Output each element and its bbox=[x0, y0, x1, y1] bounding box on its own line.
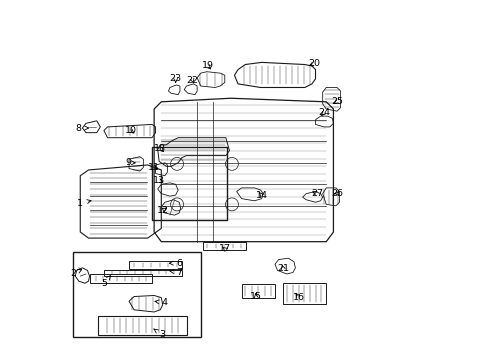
Bar bbox=[203, 242, 245, 250]
Text: 18: 18 bbox=[154, 144, 166, 153]
Text: 2: 2 bbox=[70, 269, 81, 278]
Bar bbox=[241, 284, 274, 298]
Bar bbox=[129, 261, 182, 269]
Text: 11: 11 bbox=[148, 163, 160, 172]
Text: 23: 23 bbox=[169, 75, 182, 84]
Text: 7: 7 bbox=[170, 268, 182, 277]
Text: 5: 5 bbox=[101, 276, 110, 288]
Text: 13: 13 bbox=[153, 176, 165, 185]
Text: 12: 12 bbox=[157, 206, 168, 215]
Text: 14: 14 bbox=[255, 190, 267, 199]
Text: 27: 27 bbox=[310, 189, 322, 198]
Text: 1: 1 bbox=[77, 199, 91, 208]
Text: 6: 6 bbox=[169, 259, 182, 268]
Bar bbox=[152, 147, 227, 220]
Text: 3: 3 bbox=[154, 329, 165, 339]
Bar bbox=[89, 274, 152, 283]
Text: 9: 9 bbox=[125, 158, 135, 167]
Text: 4: 4 bbox=[155, 298, 167, 307]
Text: 26: 26 bbox=[330, 189, 342, 198]
Bar bbox=[104, 270, 182, 276]
Text: 19: 19 bbox=[202, 62, 213, 71]
Text: 15: 15 bbox=[249, 292, 262, 301]
Text: 21: 21 bbox=[277, 265, 288, 274]
Text: 20: 20 bbox=[308, 59, 320, 68]
Text: 8: 8 bbox=[76, 123, 88, 132]
Text: 25: 25 bbox=[330, 97, 342, 106]
Bar bbox=[73, 252, 201, 337]
Bar bbox=[98, 316, 187, 335]
Text: 10: 10 bbox=[124, 126, 136, 135]
Bar bbox=[283, 283, 325, 304]
Text: 24: 24 bbox=[318, 108, 329, 117]
Text: 22: 22 bbox=[186, 76, 198, 85]
Text: 16: 16 bbox=[292, 293, 305, 302]
Text: 17: 17 bbox=[218, 244, 230, 253]
